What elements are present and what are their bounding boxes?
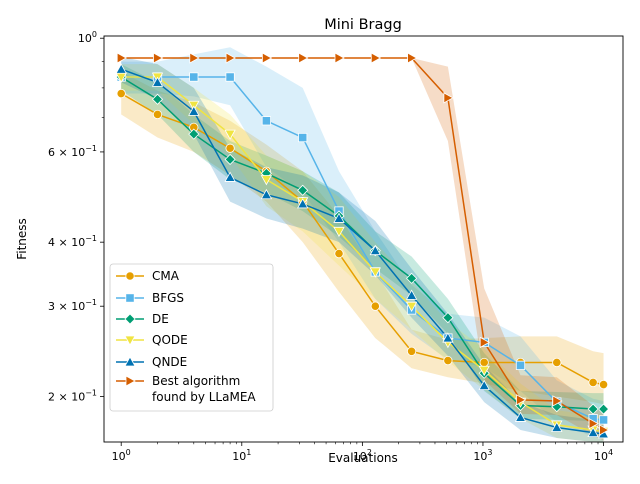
point-best-algorithm: [370, 52, 382, 64]
point-cma: [443, 355, 453, 366]
point-cma: [116, 88, 126, 99]
y-tick-label: 6 × 10−1: [48, 144, 97, 159]
point-qnde: [442, 332, 454, 343]
point-best-algorithm: [334, 52, 345, 64]
point-de: [406, 272, 418, 284]
point-qode: [369, 267, 381, 278]
legend-label-de: DE: [152, 312, 169, 326]
point-qode: [478, 365, 490, 377]
x-tick-label: 101: [232, 448, 251, 463]
legend-marker-qnde: [124, 356, 136, 367]
point-bfgs: [189, 72, 199, 82]
point-de: [224, 153, 236, 166]
legend-label-best-algorithm: Best algorithm found by LLaMEA: [152, 374, 256, 404]
point-best-algorithm: [262, 52, 273, 64]
point-best-algorithm: [479, 336, 491, 349]
point-de: [442, 312, 454, 324]
point-qnde: [551, 421, 563, 432]
point-bfgs: [598, 415, 609, 425]
point-qnde: [405, 289, 418, 300]
point-bfgs: [261, 116, 272, 126]
point-best-algorithm: [552, 395, 563, 407]
point-best-algorithm: [298, 52, 309, 64]
y-tick-label: 3 × 10−1: [48, 298, 97, 313]
band-de: [121, 64, 604, 422]
x-tick-label: 102: [353, 448, 372, 463]
y-axis-label: Fitness: [15, 218, 29, 260]
point-best-algorithm: [407, 52, 418, 64]
point-best-algorithm: [599, 424, 610, 436]
point-best-algorithm: [516, 394, 527, 406]
point-best-algorithm: [116, 52, 128, 64]
point-de: [151, 93, 164, 105]
point-cma: [479, 357, 489, 368]
plot-frame: [103, 35, 624, 443]
point-qode: [405, 301, 418, 313]
y-tick-label: 4 × 10−1: [48, 234, 97, 249]
point-de: [597, 403, 610, 415]
point-cma: [152, 109, 163, 120]
point-de: [587, 403, 599, 415]
series-markers: [115, 52, 610, 439]
point-best-algorithm: [443, 92, 454, 104]
x-tick-label: 103: [473, 448, 492, 463]
point-qnde: [151, 76, 164, 87]
point-de: [188, 128, 200, 140]
point-qnde: [260, 188, 273, 200]
point-cma: [588, 377, 598, 388]
chart-title: Mini Bragg: [324, 17, 402, 33]
point-cma: [552, 357, 562, 368]
legend-marker-qode: [124, 335, 136, 346]
point-cma: [225, 143, 235, 153]
legend-marker-best-algorithm: [125, 375, 136, 387]
point-qode: [333, 226, 345, 238]
legend-marker-cma: [125, 271, 135, 281]
x-axis-label: Evaluations: [328, 451, 398, 465]
x-axis: 100 101 102 103 104: [112, 442, 613, 463]
legend-label-cma: CMA: [152, 269, 180, 283]
point-qnde: [297, 198, 309, 209]
point-best-algorithm: [189, 52, 200, 64]
point-qnde: [478, 379, 490, 391]
point-qnde: [188, 105, 200, 116]
point-best-algorithm: [153, 52, 164, 64]
point-best-algorithm: [588, 417, 599, 430]
point-best-algorithm: [225, 52, 236, 64]
point-bfgs: [515, 360, 526, 370]
legend-box: [109, 263, 274, 412]
y-tick-label: 100: [78, 30, 97, 45]
x-tick-label: 104: [594, 448, 613, 463]
point-cma: [598, 379, 609, 390]
legend-label-qode: QODE: [152, 333, 188, 347]
y-axis: 100 6 × 10−1 4 × 10−1 3 × 10−1 2 × 10−1: [48, 30, 104, 403]
point-cma: [334, 248, 344, 259]
point-qode: [224, 129, 236, 140]
point-bfgs: [298, 132, 308, 143]
point-qnde: [115, 63, 127, 74]
legend-marker-de: [124, 313, 136, 325]
point-bfgs: [225, 72, 235, 82]
point-de: [297, 184, 309, 196]
point-qnde: [587, 426, 599, 438]
point-cma: [406, 346, 417, 356]
x-tick-label: 100: [112, 448, 131, 463]
point-qnde: [224, 171, 236, 182]
point-qnde: [333, 212, 345, 223]
legend-marker-bfgs: [125, 293, 135, 303]
legend-label-bfgs: BFGS: [152, 291, 184, 305]
point-qode: [260, 175, 273, 186]
band-qode: [121, 64, 604, 444]
legend-label-qnde: QNDE: [152, 355, 187, 369]
point-qnde: [514, 411, 527, 422]
point-qnde: [369, 244, 381, 256]
legend: CMA BFGS DE QODE QNDE Best algorithm found by …: [109, 263, 274, 412]
y-tick-label: 2 × 10−1: [48, 388, 97, 403]
point-cma: [370, 301, 380, 311]
